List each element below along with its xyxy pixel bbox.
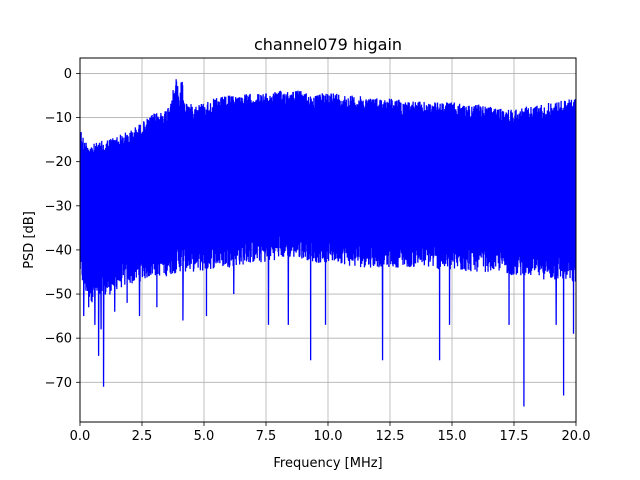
y-tick-label: −40 bbox=[45, 243, 72, 258]
x-tick-label: 10.0 bbox=[314, 429, 343, 444]
x-tick-label: 20.0 bbox=[562, 429, 591, 444]
y-tick-label: −60 bbox=[45, 332, 72, 347]
ticks: 0.0 2.5 5.0 7.5 10.0 12.5 15.0 17.5 20.0 0 −10 −20 −… bbox=[45, 67, 591, 444]
x-tick-label: 7.5 bbox=[256, 429, 277, 444]
psd-series-line bbox=[80, 79, 576, 407]
chart-title: channel079 higain bbox=[254, 35, 402, 54]
x-tick-label: 0.0 bbox=[70, 429, 91, 444]
y-tick-label: −30 bbox=[45, 199, 72, 214]
x-tick-label: 12.5 bbox=[376, 429, 405, 444]
y-tick-label: 0 bbox=[64, 67, 72, 82]
x-tick-label: 17.5 bbox=[500, 429, 529, 444]
y-tick-label: −20 bbox=[45, 155, 72, 170]
y-tick-label: −70 bbox=[45, 376, 72, 391]
x-axis-label: Frequency [MHz] bbox=[273, 456, 382, 471]
x-tick-label: 2.5 bbox=[132, 429, 153, 444]
x-tick-label: 15.0 bbox=[438, 429, 467, 444]
y-tick-label: −10 bbox=[45, 111, 72, 126]
y-tick-label: −50 bbox=[45, 288, 72, 303]
y-axis-label: PSD [dB] bbox=[22, 211, 37, 269]
x-tick-label: 5.0 bbox=[194, 429, 215, 444]
data-layer bbox=[80, 79, 576, 407]
